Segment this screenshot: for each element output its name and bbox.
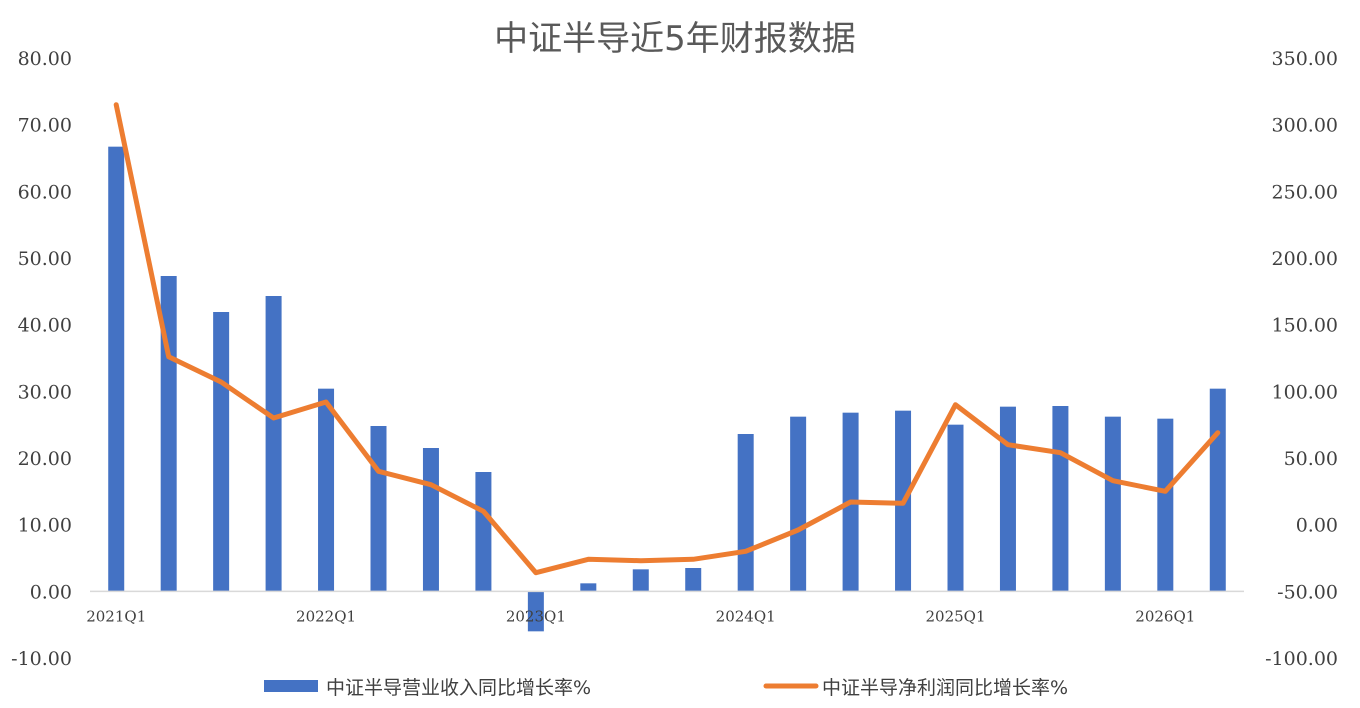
right-tick-label: 350.00	[1272, 48, 1338, 70]
revenue-bars	[108, 146, 1226, 632]
x-tick-label: 2021Q1	[86, 607, 146, 625]
chart-title: 中证半导近5年财报数据	[494, 19, 856, 59]
revenue-bar	[737, 434, 754, 592]
right-axis-ticks: 350.00 300.00 250.00 200.00 150.00 100.00 50.0…	[1265, 48, 1338, 670]
revenue-bar	[947, 424, 964, 592]
left-tick-label: -10.00	[11, 648, 72, 670]
right-tick-label: 150.00	[1272, 315, 1338, 337]
right-tick-label: 100.00	[1272, 381, 1338, 403]
right-tick-label: 300.00	[1272, 115, 1338, 137]
right-tick-label: -100.00	[1265, 648, 1338, 670]
revenue-bar	[527, 591, 544, 632]
revenue-bar	[475, 472, 492, 592]
revenue-bar	[213, 312, 230, 592]
legend-swatch-revenue	[264, 680, 318, 692]
left-tick-label: 30.00	[18, 381, 72, 403]
revenue-bar	[318, 388, 335, 592]
right-tick-label: -50.00	[1277, 581, 1338, 603]
left-tick-label: 60.00	[18, 181, 72, 203]
revenue-bar	[580, 583, 597, 592]
left-tick-label: 40.00	[18, 315, 72, 337]
x-tick-label: 2022Q1	[296, 607, 356, 625]
revenue-bar	[370, 426, 387, 592]
x-tick-label: 2026Q1	[1135, 607, 1195, 625]
x-tick-label: 2024Q1	[716, 607, 776, 625]
revenue-bar	[999, 406, 1016, 592]
revenue-bar	[160, 276, 177, 592]
revenue-bar	[632, 569, 649, 592]
left-axis-ticks: 80.00 70.00 60.00 50.00 40.00 30.00 20.00 10.00…	[11, 48, 72, 670]
legend: 中证半导营业收入同比增长率% 中证半导净利润同比增长率%	[264, 677, 1068, 699]
right-tick-label: 250.00	[1272, 181, 1338, 203]
revenue-bar	[1052, 406, 1069, 592]
right-tick-label: 0.00	[1296, 515, 1338, 537]
revenue-bar	[422, 448, 439, 592]
revenue-bar	[1157, 418, 1174, 592]
revenue-bar	[790, 416, 807, 592]
right-tick-label: 200.00	[1272, 248, 1338, 270]
profit-line	[113, 102, 1221, 576]
left-tick-label: 70.00	[18, 115, 72, 137]
revenue-bar	[685, 568, 702, 592]
legend-label-profit: 中证半导净利润同比增长率%	[822, 677, 1068, 699]
revenue-bar	[1209, 388, 1226, 592]
revenue-bar	[265, 296, 282, 592]
revenue-bar	[1104, 416, 1121, 592]
right-tick-label: 50.00	[1284, 448, 1338, 470]
x-tick-label: 2023Q1	[506, 607, 566, 625]
x-tick-label: 2025Q1	[925, 607, 985, 625]
left-tick-label: 20.00	[18, 448, 72, 470]
legend-label-revenue: 中证半导营业收入同比增长率%	[326, 677, 591, 699]
revenue-bar	[108, 146, 125, 592]
left-tick-label: 10.00	[18, 515, 72, 537]
x-axis-ticks: 2021Q1 2022Q1 2023Q1 2024Q1 2025Q1 2026Q1	[86, 607, 1195, 625]
left-tick-label: 50.00	[18, 248, 72, 270]
left-tick-label: 0.00	[30, 581, 72, 603]
left-tick-label: 80.00	[18, 48, 72, 70]
